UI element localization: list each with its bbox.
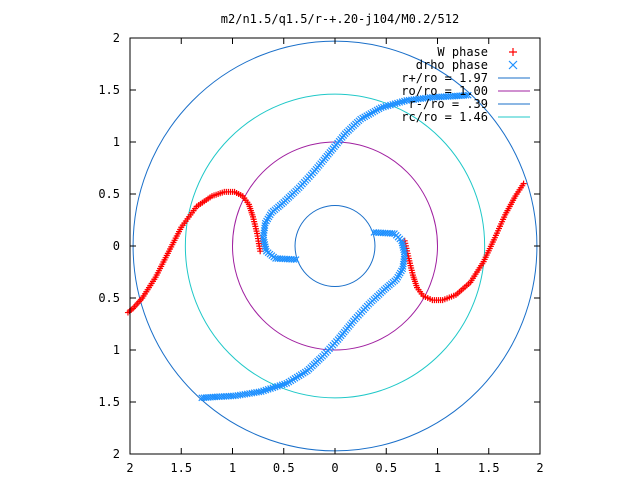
data-point <box>276 382 284 389</box>
legend-label: r+/ro = 1.97 <box>401 71 488 85</box>
legend-label: rc/ro = 1.46 <box>401 110 488 124</box>
legend-swatch <box>509 48 517 56</box>
data-point <box>262 386 270 394</box>
x-tick-label: 1.5 <box>478 461 500 475</box>
data-point <box>200 394 208 402</box>
data-point <box>283 379 291 387</box>
data-point <box>198 394 206 402</box>
data-point <box>267 385 274 392</box>
y-tick-label: 2 <box>113 447 120 461</box>
data-point <box>399 263 407 270</box>
chart-title: m2/n1.5/q1.5/r-+.20-j104/M0.2/512 <box>221 12 459 26</box>
circle-4 <box>294 204 376 288</box>
series-0-points <box>124 180 527 316</box>
x-tick-label: 0 <box>331 461 338 475</box>
circle-5 <box>184 93 486 399</box>
y-tick-label: 1.5 <box>98 395 120 409</box>
y-tick-label: 2 <box>113 31 120 45</box>
data-point <box>271 383 279 391</box>
data-point <box>520 180 527 187</box>
legend-label: drho phase <box>416 58 488 72</box>
legend-label: W phase <box>437 45 488 59</box>
data-point <box>264 385 272 393</box>
y-tick-label: 0.5 <box>98 291 120 305</box>
data-point <box>274 382 281 390</box>
y-tick-label: 0.5 <box>98 187 120 201</box>
legend-label: r-/ro = .39 <box>409 97 488 111</box>
data-point <box>269 384 277 392</box>
y-tick-label: 1.5 <box>98 83 120 97</box>
y-tick-label: 0 <box>113 239 120 253</box>
x-tick-label: 1 <box>434 461 441 475</box>
x-tick-label: 2 <box>536 461 543 475</box>
data-point <box>388 229 396 237</box>
y-tick-label: 1 <box>113 343 120 357</box>
x-tick-label: 2 <box>126 461 133 475</box>
data-point <box>464 91 472 99</box>
legend-label: ro/ro = 1.00 <box>401 84 488 98</box>
data-point <box>462 91 470 99</box>
x-tick-label: 0.5 <box>273 461 295 475</box>
series-1-points <box>198 91 472 402</box>
y-tick-label: 1 <box>113 135 120 149</box>
data-point <box>281 380 288 388</box>
data-point <box>278 381 286 389</box>
data-point <box>261 222 269 229</box>
legend-swatch <box>508 60 518 70</box>
circle-3 <box>232 141 438 351</box>
x-tick-label: 1.5 <box>170 461 192 475</box>
x-tick-label: 1 <box>229 461 236 475</box>
data-point <box>274 255 282 263</box>
x-tick-label: 0.5 <box>375 461 397 475</box>
